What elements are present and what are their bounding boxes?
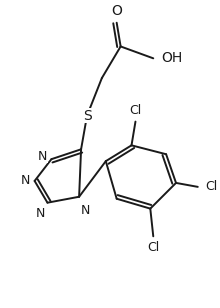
Text: S: S [83,109,91,123]
Text: N: N [81,204,90,217]
Text: OH: OH [161,51,182,65]
Text: N: N [36,207,46,220]
Text: Cl: Cl [206,180,218,193]
Text: N: N [20,174,30,188]
Text: O: O [111,4,122,18]
Text: Cl: Cl [129,104,142,117]
Text: N: N [38,150,48,163]
Text: Cl: Cl [147,241,160,254]
